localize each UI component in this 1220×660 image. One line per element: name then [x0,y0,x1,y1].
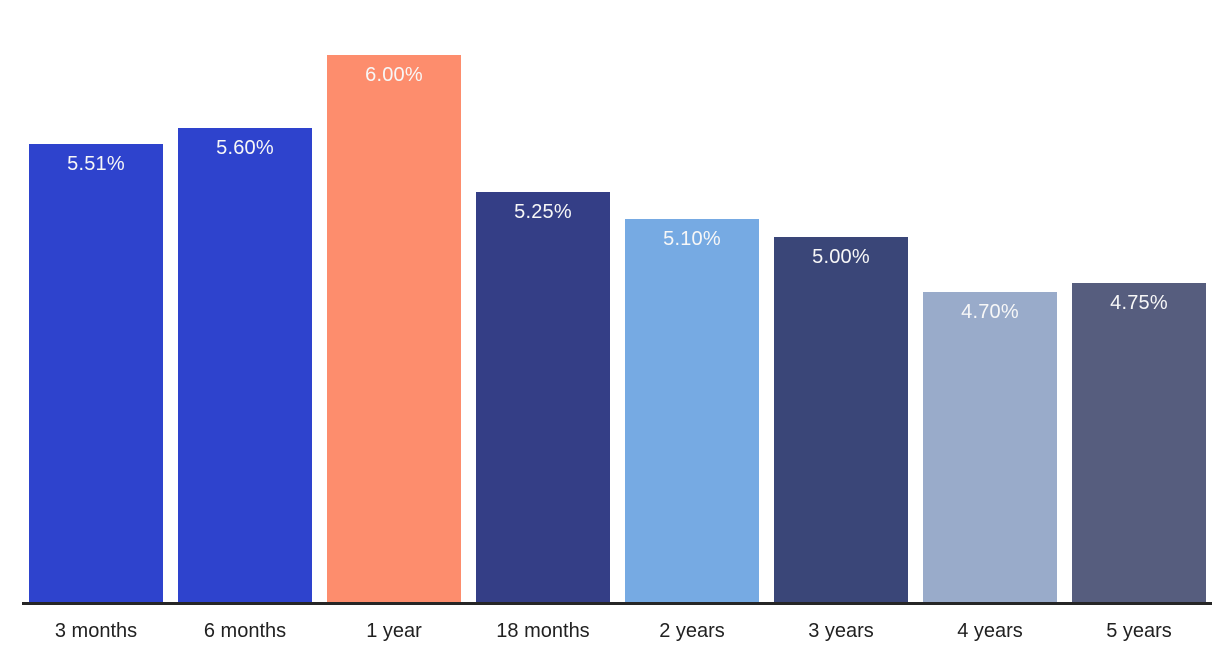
bar-value-label: 4.70% [961,301,1019,323]
bar-value-label: 5.00% [812,246,870,268]
bar-2-years: 5.10% [625,219,759,602]
plot-area: 5.51% 5.60% 6.00% 5.25% 5.10% 5.00% 4.70% 4.75% [22,55,1212,605]
x-tick-label: 3 years [808,620,874,642]
x-tick-label: 6 months [203,620,287,642]
bar-value-label: 5.60% [216,137,274,159]
bar-value-label: 6.00% [365,64,423,86]
x-tick-label: 4 years [957,620,1023,642]
bar-3-years: 5.00% [774,237,908,602]
x-tick-label: 18 months [496,620,590,642]
bar-value-label: 5.10% [663,228,721,250]
bar-value-label: 4.75% [1110,292,1168,314]
x-axis-line [22,602,1212,605]
bar-value-label: 5.25% [514,201,572,223]
bar-3-months: 5.51% [29,144,163,602]
x-axis-labels: 3 months 6 months 1 year 18 months 2 years 3 … [0,616,1220,650]
bar-4-years: 4.70% [923,292,1057,602]
bar-value-label: 5.51% [67,153,125,175]
bar-6-months: 5.60% [178,128,312,602]
bar-18-months: 5.25% [476,192,610,602]
x-tick-label: 3 months [54,620,138,642]
bar-1-year: 6.00% [327,55,461,602]
x-tick-label: 1 year [366,620,422,642]
x-tick-label: 2 years [659,620,725,642]
bar-5-years: 4.75% [1072,283,1206,602]
x-tick-label: 5 years [1106,620,1172,642]
